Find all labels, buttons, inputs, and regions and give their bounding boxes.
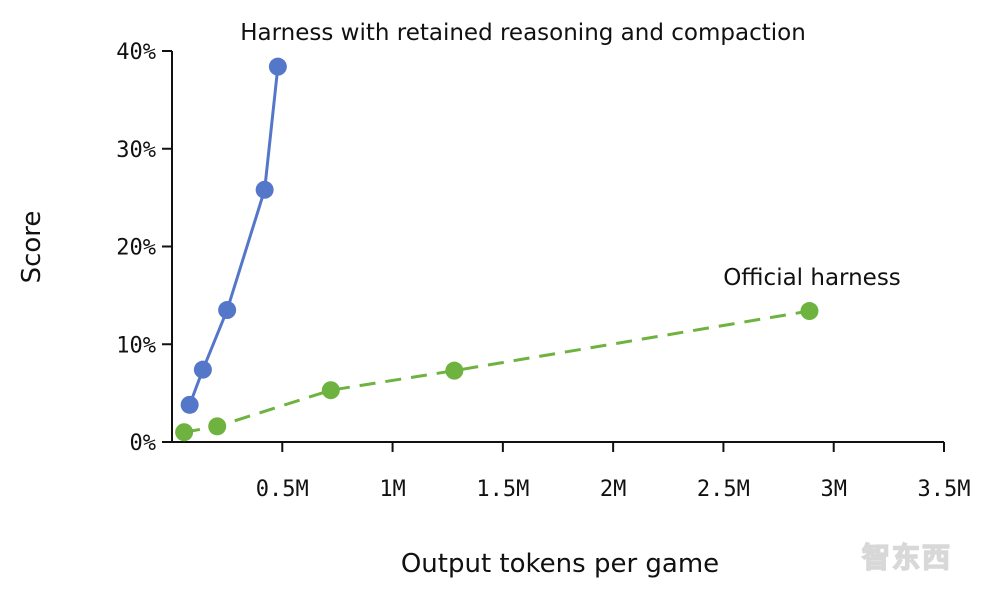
y-tick-label: 40% xyxy=(116,40,156,65)
x-tick-label: 3.5M xyxy=(918,477,971,502)
x-tick-label: 0.5M xyxy=(256,477,309,502)
data-point-retained-reasoning xyxy=(180,395,199,414)
data-point-official-harness xyxy=(208,417,227,436)
y-tick-label: 10% xyxy=(116,333,156,358)
axes xyxy=(171,51,944,443)
x-tick-label: 1M xyxy=(379,477,406,502)
x-tick-label: 2M xyxy=(600,477,627,502)
x-axis-title: Output tokens per game xyxy=(401,549,719,579)
data-point-retained-reasoning xyxy=(218,301,237,320)
data-point-official-harness xyxy=(445,361,464,380)
y-ticks: 0% 10% 20% 30% 40% xyxy=(116,40,172,456)
y-tick-label: 0% xyxy=(130,431,157,456)
x-tick-label: 2.5M xyxy=(697,477,750,502)
data-point-official-harness xyxy=(800,302,819,321)
series-line-retained-reasoning xyxy=(188,66,280,406)
y-tick-label: 20% xyxy=(116,236,156,261)
data-point-retained-reasoning xyxy=(268,57,287,76)
data-point-official-harness xyxy=(175,423,194,442)
data-point-retained-reasoning xyxy=(255,180,274,199)
series-label-official-harness: Official harness xyxy=(723,265,901,291)
watermark-logo: 智东西 xyxy=(861,540,952,575)
x-ticks: 0.5M 1M 1.5M 2M 2.5M 3M 3.5M xyxy=(256,442,971,502)
series-layer xyxy=(175,57,819,442)
y-axis-title: Score xyxy=(17,211,47,284)
series-label-retained-reasoning: Harness with retained reasoning and comp… xyxy=(240,20,806,46)
series-line-official-harness xyxy=(183,309,810,434)
watermark-text: 智东西 xyxy=(862,541,952,574)
data-point-retained-reasoning xyxy=(193,360,212,379)
x-tick-label: 3M xyxy=(820,477,847,502)
x-tick-label: 1.5M xyxy=(476,477,529,502)
y-tick-label: 30% xyxy=(116,138,156,163)
data-point-official-harness xyxy=(321,381,340,400)
